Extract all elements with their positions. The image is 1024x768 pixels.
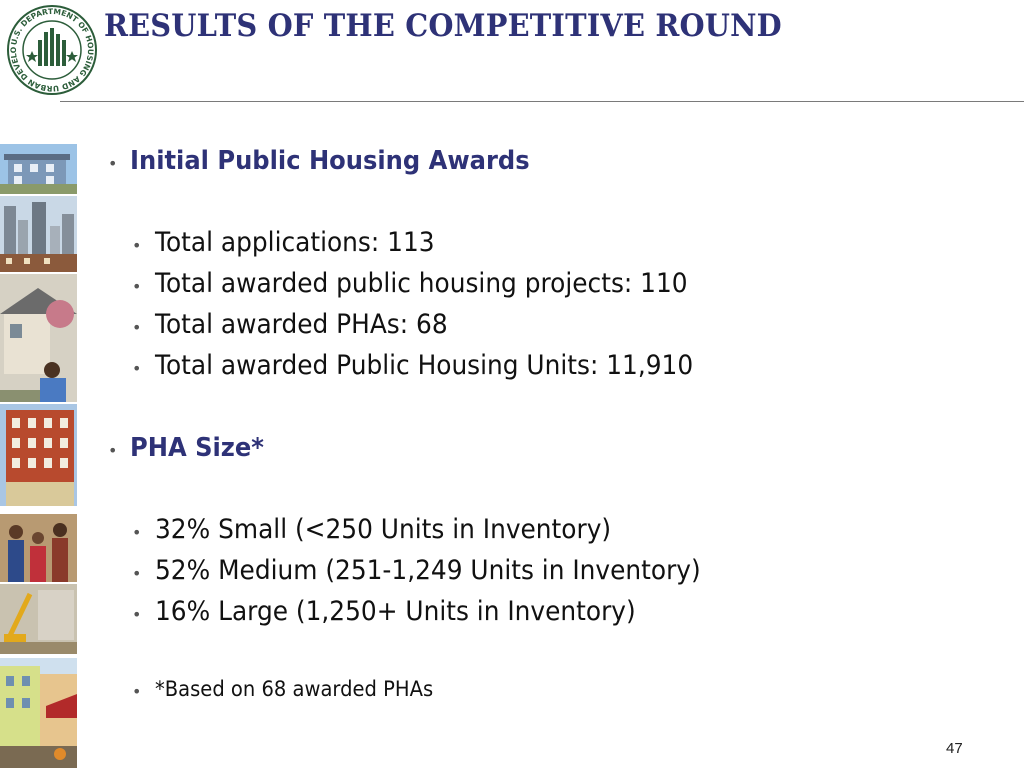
list-item: 16% Large (1,250+ Units in Inventory) — [155, 596, 636, 627]
section-heading-pha-size: PHA Size* — [130, 433, 264, 463]
list-item: 32% Small (<250 Units in Inventory) — [155, 514, 612, 545]
bullet-marker: • — [108, 441, 118, 460]
photo-townhouse — [0, 144, 77, 194]
photo-family — [0, 514, 77, 582]
photo-resident — [0, 274, 77, 402]
bullet-marker: • — [132, 236, 142, 255]
bullet-marker: • — [132, 277, 142, 296]
bullet-marker: • — [132, 523, 142, 542]
bullet-marker: • — [132, 564, 142, 583]
list-item: Total applications: 113 — [155, 227, 435, 258]
page-number: 47 — [946, 740, 963, 757]
photo-strip — [0, 144, 77, 768]
section-heading-awards: Initial Public Housing Awards — [130, 146, 530, 176]
list-item: 52% Medium (251-1,249 Units in Inventory… — [155, 555, 701, 586]
list-item: Total awarded PHAs: 68 — [155, 309, 448, 340]
footnote: *Based on 68 awarded PHAs — [155, 677, 434, 701]
photo-skyline — [0, 196, 77, 272]
list-item: Total awarded public housing projects: 1… — [155, 268, 688, 299]
hud-seal-icon: U.S. DEPARTMENT OF HOUSING AND URBAN DEV… — [6, 4, 97, 95]
list-item: Total awarded Public Housing Units: 11,9… — [155, 350, 694, 381]
bullet-marker: • — [108, 154, 118, 173]
bullet-marker: • — [132, 318, 142, 337]
bullet-marker: • — [132, 605, 142, 624]
bullet-marker: • — [132, 359, 142, 378]
bullet-marker: • — [132, 682, 142, 701]
photo-apartment — [0, 404, 77, 506]
slide-title: RESULTS OF THE COMPETITIVE ROUND — [104, 8, 782, 44]
photo-storefront — [0, 658, 77, 768]
photo-construction — [0, 584, 77, 654]
title-divider — [60, 101, 1024, 102]
